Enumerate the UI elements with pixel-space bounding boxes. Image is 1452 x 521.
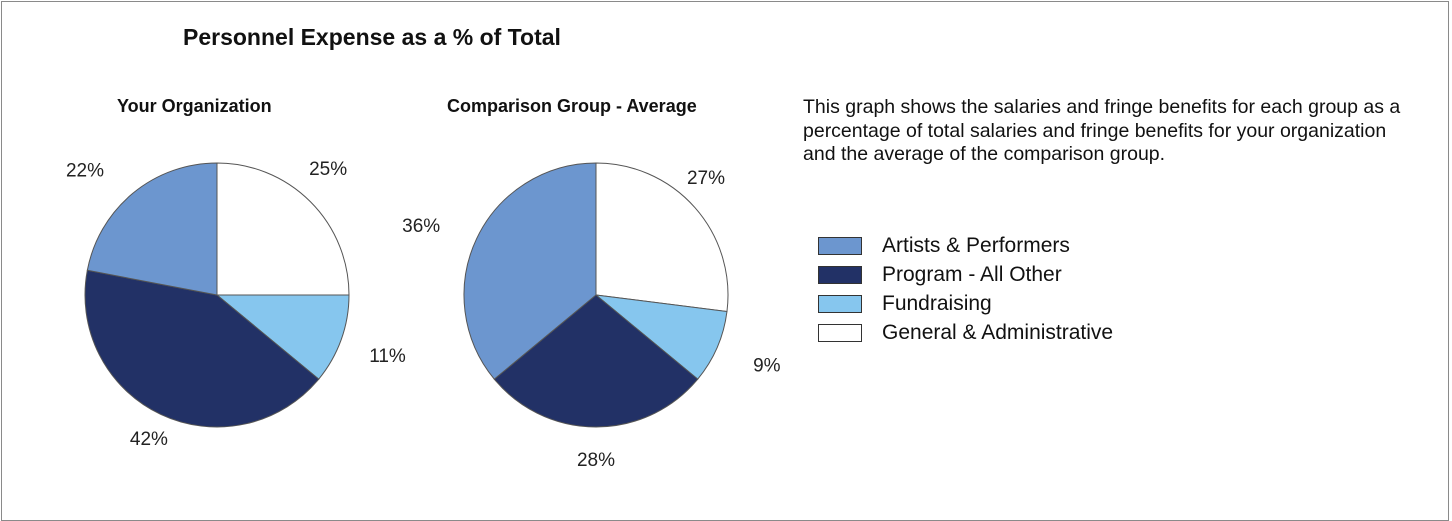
legend-swatch-program [818,266,862,284]
pie-label-general: 25% [309,159,347,180]
pie-label-program: 28% [577,450,615,471]
legend-swatch-artists [818,237,862,255]
pie-label-general: 27% [687,168,725,189]
pie-slice-artists [463,162,597,380]
pie-slice-program [493,294,699,428]
pie-slice-program [84,269,320,428]
legend-label-general: General & Administrative [882,321,1114,344]
pie-slice-general [595,162,729,313]
legend-label-artists: Artists & Performers [882,234,1070,257]
chart-title: Personnel Expense as a % of Total [183,24,561,50]
pie-label-artists: 36% [402,216,440,237]
pie-label-program: 42% [130,429,168,450]
pie-your-organization: 25% 11% 42% 22% [66,159,406,450]
chart-description: This graph shows the salaries and fringe… [803,96,1401,165]
pie-label-artists: 22% [66,161,104,182]
pie-slice-artists [86,162,218,296]
pie-comparison-group: 27% 9% 28% 36% [402,162,781,471]
pie-label-fundraising: 9% [753,356,781,377]
pie-title-comparison-group: Comparison Group - Average [447,96,697,116]
pie-slice-fundraising [215,294,350,380]
pie-label-fundraising: 11% [369,346,406,367]
legend-label-fundraising: Fundraising [882,292,992,315]
legend-swatch-fundraising [818,295,862,313]
pie-title-your-organization: Your Organization [117,96,272,116]
pie-slice-general [216,162,350,296]
legend-swatch-general [818,324,862,342]
legend-label-program: Program - All Other [882,263,1062,286]
